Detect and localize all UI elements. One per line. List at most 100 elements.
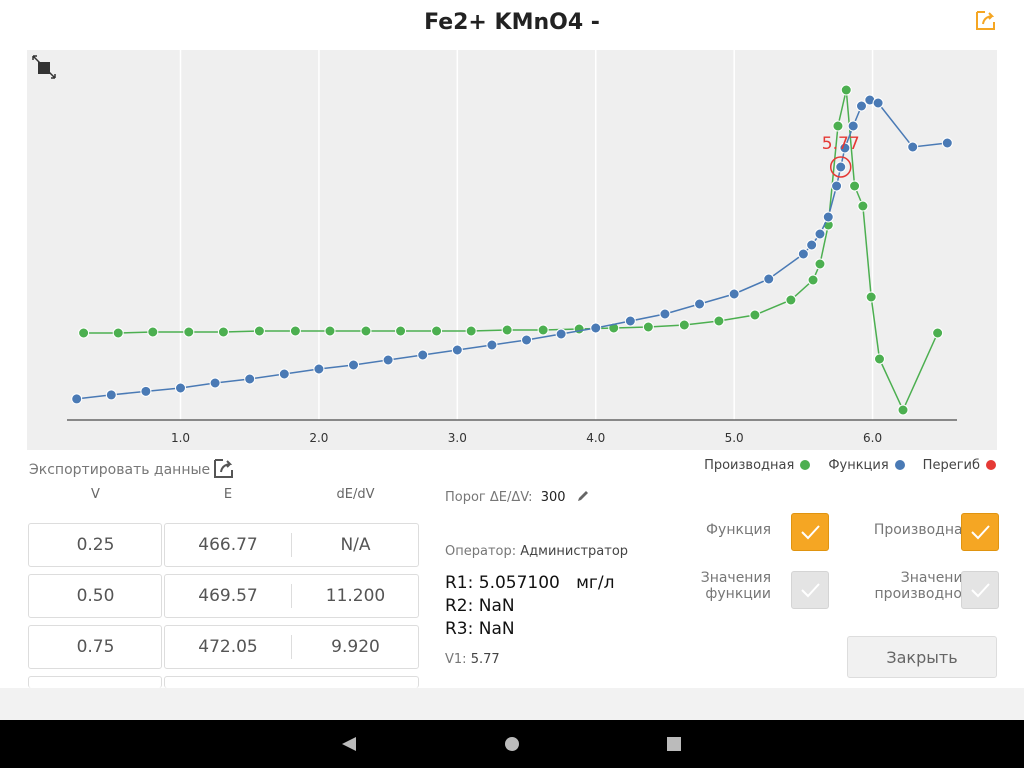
x-tick-label: 1.0 [171,431,190,445]
point [521,334,533,346]
cell-text: 466.77 [198,535,258,555]
checkbox[interactable] [791,513,829,551]
point [642,321,654,333]
point [822,211,834,223]
point [71,393,83,405]
point [174,382,186,394]
expand-icon[interactable] [32,55,56,79]
point [872,97,884,109]
point [451,344,463,356]
v1: V1: 5.77 [445,652,500,667]
bottom-strip [0,688,1024,720]
r1: R1: 5.057100 мг/л [445,573,615,593]
table-cell [164,676,419,688]
legend-swatch [800,460,811,470]
point [348,359,360,371]
point [814,228,826,240]
cell-divider [291,533,292,557]
cell-divider [291,584,292,608]
checkbox[interactable] [961,571,999,609]
table-header: V [91,487,100,502]
cell-text: N/A [340,535,371,555]
series-line [83,89,939,412]
r3: R3: NaN [445,619,515,639]
point [763,273,775,285]
check-mark [801,583,820,598]
point [865,291,877,303]
checkbox[interactable] [961,513,999,551]
point [590,322,602,334]
point [360,325,372,337]
edit-icon[interactable] [576,489,590,503]
point [431,325,443,337]
point [694,298,706,310]
legend-label: Функция [828,458,889,473]
series-line [76,99,948,400]
point [797,248,809,260]
point [840,84,852,96]
point [313,363,325,375]
check-mark [801,525,820,540]
inflection-marker [829,156,852,178]
cell-text: 0.25 [76,535,115,555]
back-button[interactable] [342,737,356,751]
point [324,325,336,337]
point [465,325,477,337]
table-cell [164,625,419,669]
point [501,324,513,336]
option-label: Производная [873,522,971,538]
cell-text: 0.75 [76,637,115,657]
share-icon[interactable] [974,8,998,32]
operator: Оператор: Администратор [445,544,628,559]
option-label: Функция [706,522,771,538]
checkbox[interactable] [791,571,829,609]
point [244,373,256,385]
point [289,325,301,337]
point [217,326,229,338]
point [140,385,152,397]
point [678,319,690,331]
point [932,327,944,339]
cell-text: 472.05 [198,637,258,657]
point [209,377,221,389]
point [573,323,585,335]
point [941,137,953,149]
point [749,309,761,321]
operator-value: Администратор [520,544,629,559]
export-label[interactable]: Экспортировать данные [29,462,211,478]
table-cell [28,523,162,567]
point [713,315,725,327]
point [835,161,847,173]
cell-text: 11.200 [325,586,386,606]
home-button[interactable] [505,737,519,751]
legend-label: Перегиб [922,458,980,473]
point [537,324,549,336]
x-tick-label: 4.0 [586,431,605,445]
point [785,294,797,306]
point [112,327,124,339]
legend-item: Перегиб [923,458,996,473]
v1-value: 5.77 [470,652,500,667]
x-tick-label: 6.0 [863,431,882,445]
close-button[interactable]: Закрыть [847,636,997,678]
recents-button[interactable] [667,737,681,751]
point [873,353,885,365]
legend-item: Производная [704,458,811,473]
point [147,326,159,338]
point [253,325,265,337]
export-icon[interactable] [212,456,236,480]
table-cell [28,574,162,618]
nav-bar [0,720,1024,768]
x-tick-label: 2.0 [309,431,328,445]
table-header: dE/dV [336,487,375,502]
table-cell [28,625,162,669]
point [897,404,909,416]
check-mark [971,583,990,598]
point [105,389,117,401]
x-tick-label: 5.0 [725,431,744,445]
r2: R2: NaN [445,596,515,616]
point [417,349,429,361]
chart: 1.0 2.0 3.0 4.0 5.0 6.0 5.77 [27,50,997,450]
legend-item: Функция [828,458,905,473]
